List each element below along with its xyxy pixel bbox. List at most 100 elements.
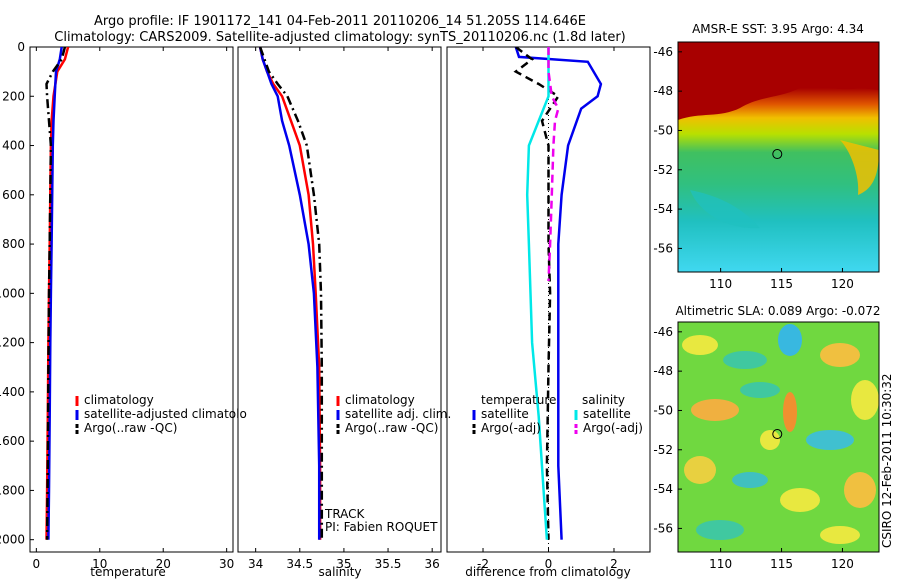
x-tick-label: 10: [92, 557, 107, 571]
x-tick-label: 115: [770, 277, 793, 291]
x-tick-label: 35: [336, 557, 351, 571]
x-tick-label: -2: [477, 557, 489, 571]
series-line: [513, 47, 561, 540]
legend-label: Argo(..raw -QC): [84, 421, 177, 435]
salinity-series: [258, 47, 324, 540]
sla-blob: [780, 488, 820, 512]
figure-title-line2: Climatology: CARS2009. Satellite-adjuste…: [54, 30, 626, 45]
x-tick-label: 110: [709, 557, 732, 571]
y-tick-label: 200: [2, 89, 25, 103]
sla-blob: [682, 335, 718, 355]
salinity-axes-frame: [237, 46, 442, 553]
sla-argo-marker: [772, 429, 783, 440]
csiro-timestamp: CSIRO 12-Feb-2011 10:30:32: [880, 373, 894, 548]
y-tick-label: -48: [653, 364, 673, 378]
x-tick-label: 0: [33, 557, 41, 571]
y-tick-label: -56: [653, 521, 673, 535]
y-tick-label: 1400: [0, 385, 25, 399]
series-line: [514, 47, 603, 540]
sla-blob: [732, 472, 768, 488]
sst-argo-marker: [772, 149, 783, 160]
sla-map-title: Altimetric SLA: 0.089 Argo: -0.072: [675, 304, 880, 318]
x-tick-label: 20: [156, 557, 171, 571]
depth-axis: 0 200 400 600 800 1000 1200 1400 1600 1800 2000: [0, 40, 34, 547]
series-line: [258, 47, 322, 540]
sla-blob: [778, 324, 802, 356]
sla-frame: [677, 321, 880, 553]
legend-label: Argo(-adj): [583, 421, 643, 435]
sla-blob: [691, 399, 739, 421]
sla-blob: [851, 380, 879, 420]
sla-heatmap: [678, 322, 879, 552]
y-tick-label: 400: [2, 139, 25, 153]
sla-blob: [844, 472, 876, 508]
x-tick-label: 120: [831, 277, 854, 291]
legend-salinity-title: salinity: [582, 393, 625, 407]
legend-label: Argo(-adj): [481, 421, 541, 435]
sst-map-panel: AMSR-E SST: 3.95 Argo: 4.34 110 115 120 -46…: [653, 22, 880, 291]
sst-warm-patch: [840, 140, 879, 195]
sla-blob: [723, 351, 767, 369]
sla-blob: [820, 526, 860, 544]
y-tick-label: -46: [653, 325, 673, 339]
sla-blob: [820, 343, 860, 367]
y-tick-label: 800: [2, 237, 25, 251]
legend-label: satellite: [583, 407, 631, 421]
x-tick-label: 34.5: [286, 557, 313, 571]
y-tick-label: 1800: [0, 483, 25, 497]
temperature-axes-frame: [29, 46, 234, 553]
y-tick-label: -50: [653, 123, 673, 137]
sst-map-title: AMSR-E SST: 3.95 Argo: 4.34: [692, 22, 864, 36]
x-tick-label: 2: [610, 557, 618, 571]
temperature-series: [45, 47, 70, 540]
temperature-xlabel: temperature: [90, 565, 165, 579]
x-tick-label: 0: [545, 557, 553, 571]
y-tick-label: -48: [653, 84, 673, 98]
sla-axes: 110 115 120 -46 -48 -50 -52 -54 -56: [653, 325, 854, 571]
x-tick-label: 110: [709, 277, 732, 291]
legend-label: climatology: [345, 393, 415, 407]
sst-cool-patch: [690, 190, 760, 229]
y-tick-label: 600: [2, 188, 25, 202]
temperature-panel: 0 200 400 600 800 1000 1200 1400 1600 1800 2000 0 1…: [0, 40, 247, 579]
legend-label: Argo(..raw -QC): [345, 421, 438, 435]
difference-legend: temperature salinity satelliteArgo(-adj)…: [472, 393, 643, 435]
difference-x-axis: -2 0 2: [477, 47, 618, 571]
x-tick-label: 115: [770, 557, 793, 571]
figure-title-line1: Argo profile: IF 1901172_141 04-Feb-2011…: [94, 14, 586, 29]
sst-heatmap: [678, 42, 879, 272]
sla-blob: [696, 520, 744, 540]
difference-panel: -2 0 2 difference from climatology tempera…: [446, 46, 651, 579]
difference-series: [513, 47, 603, 552]
sla-blob: [783, 392, 797, 432]
track-annotation: TRACK: [324, 507, 366, 521]
difference-xlabel: difference from climatology: [465, 565, 631, 579]
sla-blob: [806, 430, 854, 450]
legend-label: satellite-adjusted climatolo: [84, 407, 247, 421]
y-tick-label: 1200: [0, 336, 25, 350]
y-tick-label: 0: [17, 40, 25, 54]
sla-map-panel: Altimetric SLA: 0.089 Argo: -0.072 110 11…: [653, 304, 894, 571]
y-tick-label: 1000: [0, 286, 25, 300]
legend-label: satellite: [481, 407, 529, 421]
sst-axes: 110 115 120 -46 -48 -50 -52 -54 -56: [653, 45, 854, 291]
series-line: [47, 47, 63, 540]
temperature-x-axis: 0 10 20 30: [33, 47, 234, 571]
x-tick-label: 34: [248, 557, 263, 571]
salinity-xlabel: salinity: [318, 565, 361, 579]
legend-label: satellite adj. clim.: [345, 407, 451, 421]
pi-annotation: PI: Fabien ROQUET: [325, 520, 438, 534]
y-tick-label: -52: [653, 443, 673, 457]
sst-warm-tongue: [678, 42, 879, 120]
y-tick-label: -56: [653, 241, 673, 255]
y-tick-label: -46: [653, 45, 673, 59]
y-tick-label: -52: [653, 163, 673, 177]
x-tick-label: 120: [831, 557, 854, 571]
sst-frame: [677, 41, 880, 273]
series-line: [45, 47, 67, 540]
sla-blob: [684, 456, 716, 484]
y-tick-label: -50: [653, 403, 673, 417]
